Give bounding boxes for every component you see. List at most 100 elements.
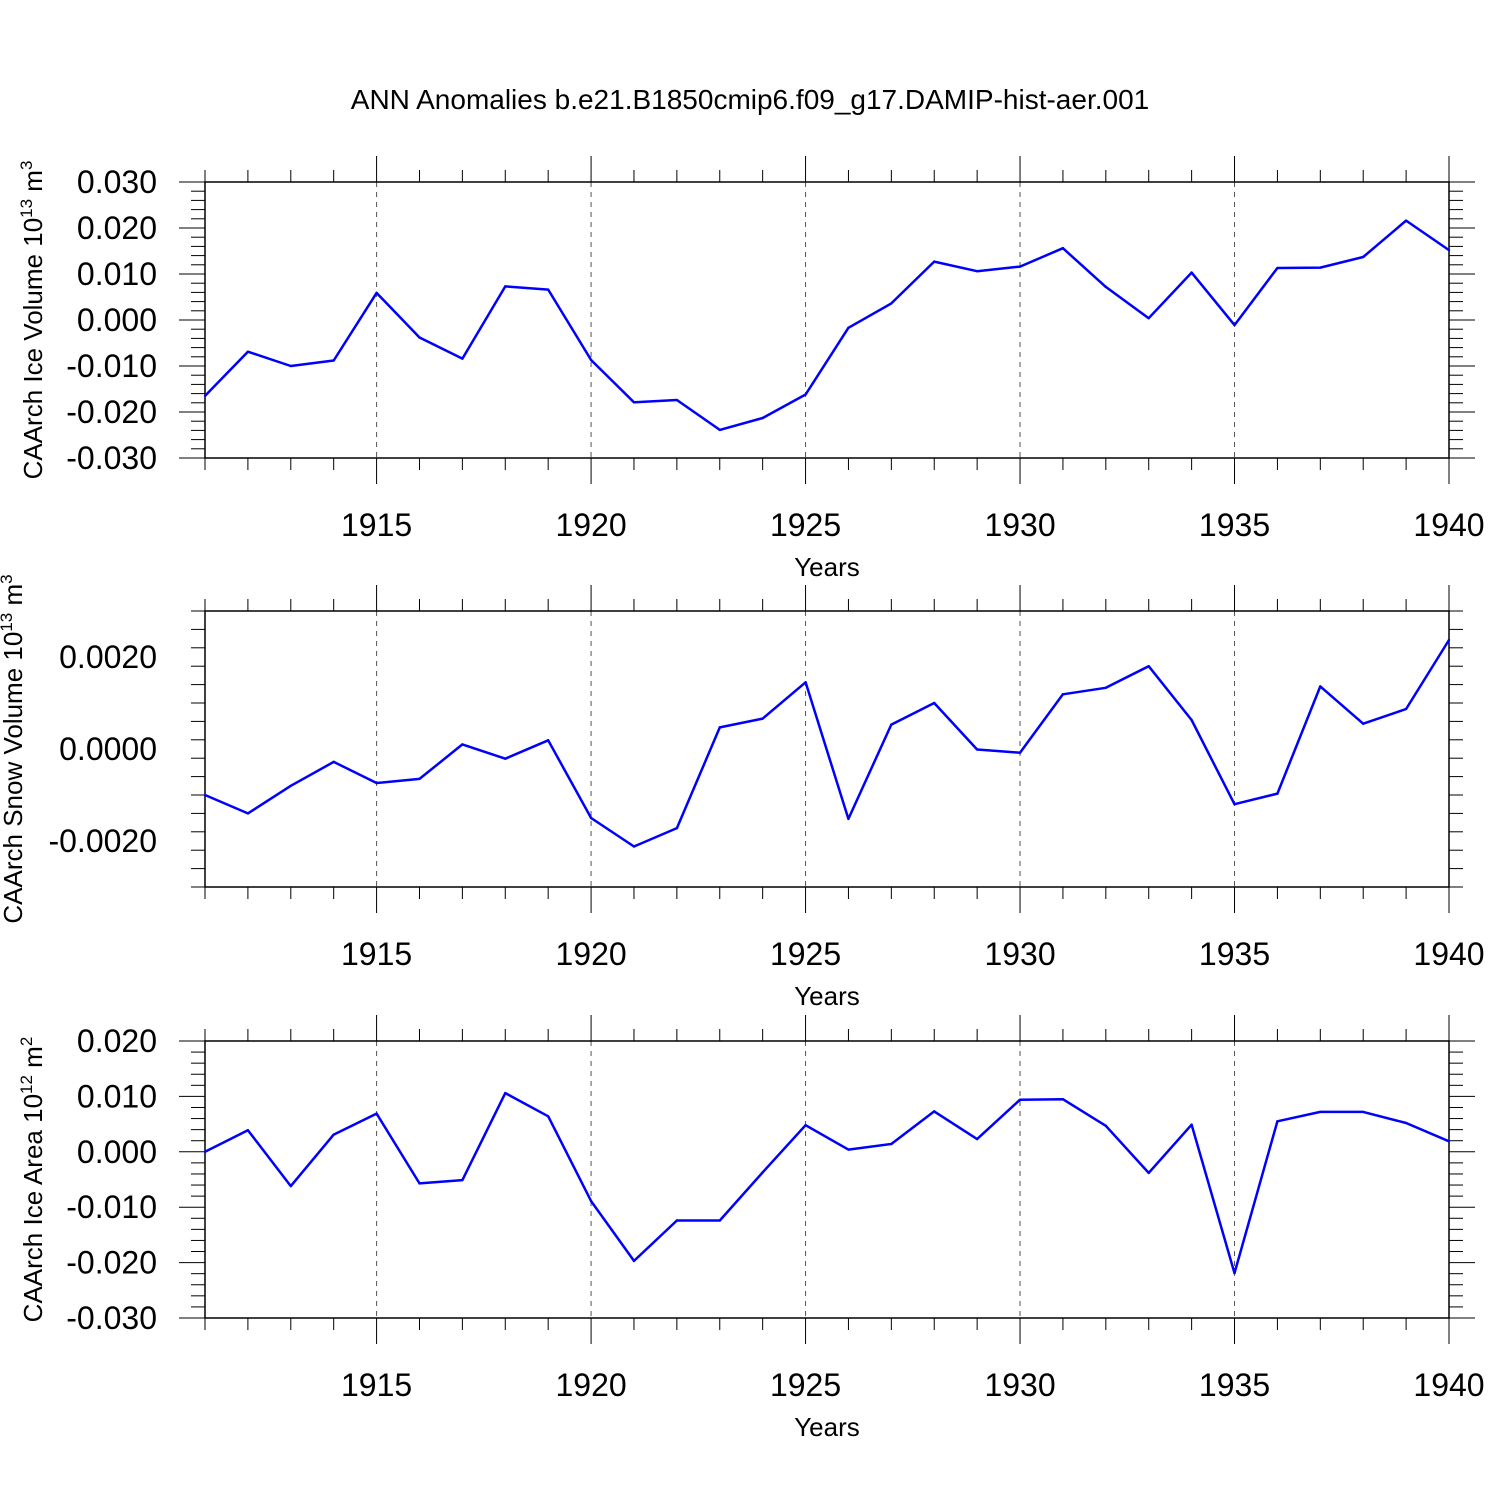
data-point [804,681,807,684]
data-point [589,816,593,820]
data-point [1061,247,1065,250]
x-tick-label: 1925 [770,1367,841,1403]
data-point [289,1184,292,1188]
data-point [504,757,507,760]
data-point [847,817,850,821]
data-point [1061,693,1065,696]
y-tick-label: -0.010 [66,348,157,384]
data-point [546,288,550,291]
y-axis-title-part: CAArch Ice Area 10 [18,1094,48,1322]
x-tick-label: 1930 [984,936,1055,972]
data-point [675,826,679,830]
y-tick-label: 0.000 [77,1134,157,1170]
data-point [1233,803,1236,806]
x-tick-label: 1915 [341,507,412,543]
series-line [204,639,1451,848]
y-axis-title-superscript: 2 [17,1037,36,1046]
x-tick-label: 1930 [984,1367,1055,1403]
y-tick-label: -0.0020 [48,823,157,859]
data-point [1018,265,1022,268]
data-point [375,291,378,295]
data-point [332,359,335,362]
data-point [246,1128,250,1132]
data-point [1233,323,1236,327]
data-point [589,358,593,362]
x-tick-label: 1940 [1413,507,1484,543]
data-point [933,701,936,705]
chart-panel-1: 0.030 0.020 0.010 0.000 -0.010 -0.020 -0.030 19… [17,156,1485,582]
y-tick-label: -0.030 [66,440,157,476]
data-point [332,760,335,764]
data-point [1447,638,1451,642]
x-tick-label: 1920 [555,1367,626,1403]
data-point [1147,665,1150,668]
data-point [461,1178,464,1182]
x-axis-title: Years [794,981,860,1011]
data-point [1447,1140,1451,1143]
data-point [890,1142,893,1146]
data-point [632,1259,636,1263]
data-point [1190,1123,1193,1126]
series-line [204,1091,1450,1275]
data-point [1147,1171,1150,1175]
data-point [1190,718,1193,722]
y-axis-title-part: CAArch Snow Volume 10 [0,632,28,924]
data-point [1404,219,1408,222]
data-point [632,401,636,404]
x-axis-title: Years [794,1412,860,1442]
data-point [975,748,979,751]
data-point [1018,1098,1022,1101]
data-point [289,364,292,368]
data-point [375,781,378,785]
data-point [203,1150,207,1154]
data-point [1447,248,1451,252]
y-tick-label: 0.020 [77,210,157,246]
data-point [1233,1271,1236,1275]
y-axis-title-part: m [0,584,28,613]
x-tick-label: 1920 [555,507,626,543]
data-point [804,393,807,396]
y-axis-title-superscript: 3 [17,161,36,170]
y-tick-label: -0.020 [66,1245,157,1281]
data-point [461,357,464,360]
y-tick-label: 0.0020 [59,639,157,675]
data-point [546,1115,550,1118]
data-point [203,793,207,797]
data-point [761,717,764,720]
data-point [1018,751,1022,754]
x-tick-label: 1930 [984,507,1055,543]
data-point [718,1219,721,1222]
data-point [418,1182,421,1185]
series-line [204,219,1450,432]
data-point [1190,271,1193,274]
x-tick-label: 1940 [1413,936,1484,972]
data-point [1276,266,1279,270]
y-tick-label: -0.030 [66,1300,157,1336]
data-point [1319,685,1322,688]
chart-panel-3: 0.020 0.010 0.000 -0.010 -0.020 -0.030 1915 192… [17,1015,1485,1442]
y-tick-label: 0.020 [77,1023,157,1059]
y-axis-title-superscript: 13 [17,199,36,218]
data-point [975,1137,979,1141]
data-point [246,812,250,815]
data-point [890,723,893,726]
x-tick-label: 1920 [555,936,626,972]
data-point [1319,266,1322,269]
data-point [933,260,936,263]
y-axis-title: CAArch Ice Volume 1013 m3 [17,161,48,480]
y-tick-label: -0.020 [66,394,157,430]
data-point [718,726,721,729]
y-axis-title-part: CAArch Ice Volume 10 [18,218,48,480]
plot-frame [204,610,1450,888]
x-tick-label: 1925 [770,936,841,972]
data-point [375,1112,378,1115]
data-point [246,350,250,353]
data-point [933,1110,936,1113]
data-point [847,326,850,330]
data-point [975,270,979,273]
data-point [546,739,550,742]
data-point [332,1133,335,1136]
data-point [1362,1110,1365,1114]
y-axis-title-part: m [18,1046,48,1075]
